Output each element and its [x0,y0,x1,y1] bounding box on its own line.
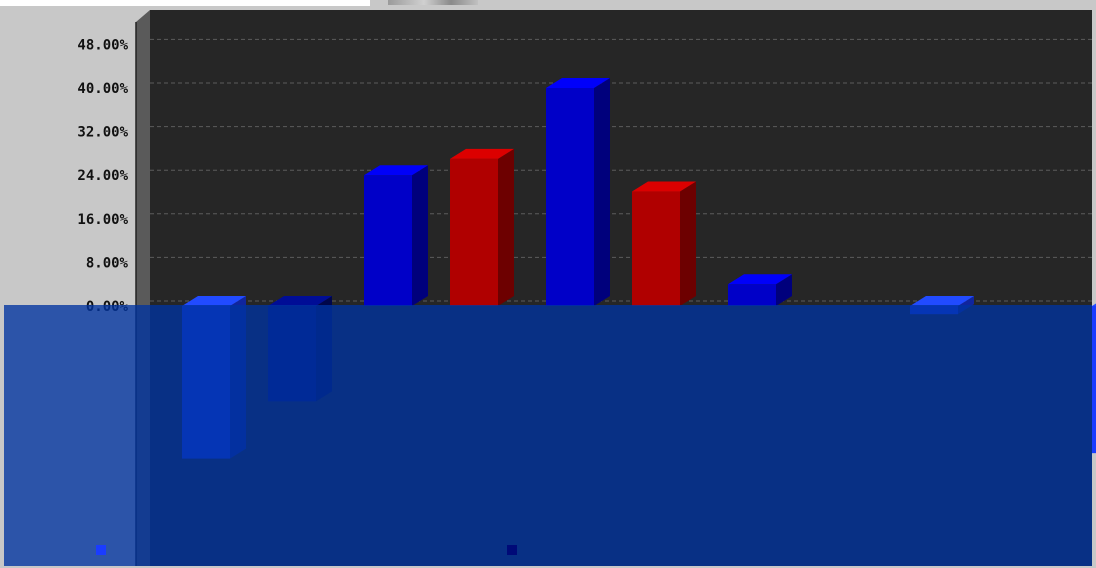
y-tick-label: 32.00% [77,125,128,141]
y-tick-label: 8.00% [86,255,129,271]
y-tick-label: 24.00% [77,168,128,184]
legend-marker-series2 [507,545,517,555]
legend [96,545,517,555]
bar-series1-cat2 [364,165,428,306]
y-axis-ticks: 0.00%8.00%16.00%24.00%32.00%40.00%48.00% [77,37,128,315]
y-tick-label: 48.00% [77,37,128,53]
bar-series1-cat3 [546,78,610,306]
window-top-strip [0,0,370,6]
selection-overlay [4,305,1092,566]
bar-series2-cat2 [450,148,514,306]
y-tick-label: 40.00% [77,81,128,97]
bar-series1-cat4 [728,274,792,306]
toolbar-fragment [388,0,478,5]
bar-series1-cat6 [1092,303,1096,454]
legend-marker-series1 [96,545,106,555]
y-tick-label: 16.00% [77,212,128,228]
chart-gridlines [150,38,1092,302]
bar-series2-cat3 [632,181,696,306]
